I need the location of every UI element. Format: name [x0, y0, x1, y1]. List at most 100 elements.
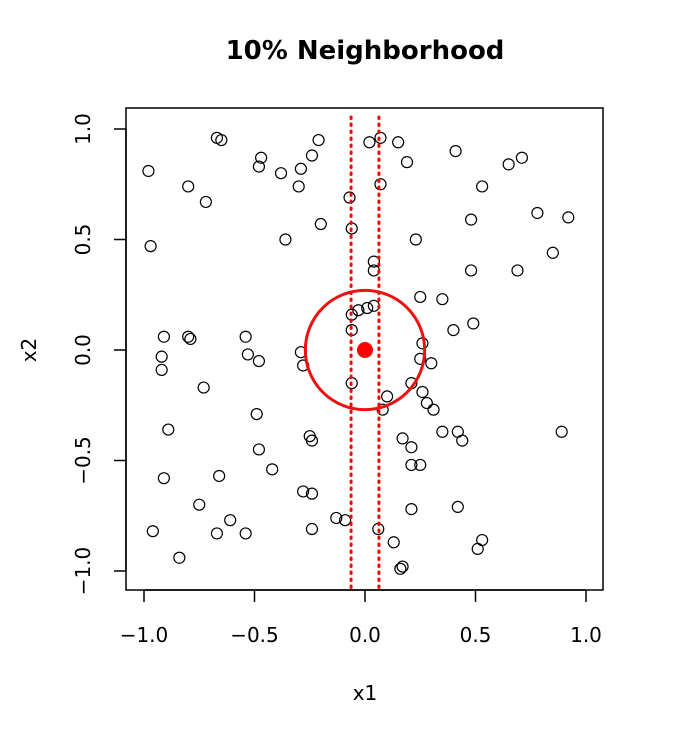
- plot-frame: [125, 107, 604, 591]
- data-point: [274, 167, 288, 180]
- data-point: [392, 136, 405, 149]
- x-tick-label: −1.0: [120, 623, 169, 647]
- neighborhood-overlay: [303, 115, 427, 590]
- data-point: [292, 180, 305, 193]
- data-point: [546, 246, 559, 259]
- y-tick-label: 0.5: [71, 224, 95, 256]
- data-point: [339, 514, 352, 527]
- data-point: [396, 432, 409, 445]
- data-point: [436, 425, 449, 438]
- data-point: [467, 317, 480, 330]
- data-point: [162, 423, 175, 436]
- data-point: [305, 522, 319, 536]
- data-point: [451, 500, 464, 514]
- data-point: [279, 233, 292, 246]
- data-point: [297, 485, 310, 498]
- data-point: [142, 164, 155, 178]
- data-point: [197, 381, 210, 394]
- data-point: [199, 195, 212, 209]
- data-point: [515, 151, 529, 164]
- data-point: [146, 525, 159, 538]
- data-point: [210, 527, 224, 540]
- x-tick-label: −0.5: [230, 623, 279, 647]
- data-point: [330, 511, 343, 525]
- data-point: [414, 352, 427, 365]
- data-point: [294, 162, 308, 175]
- data-point: [405, 458, 418, 472]
- data-point: [352, 304, 365, 317]
- y-tick-label: 0.0: [71, 334, 95, 366]
- data-point: [314, 217, 327, 231]
- data-point: [471, 542, 484, 556]
- data-point: [414, 458, 427, 472]
- data-point: [409, 233, 422, 246]
- target-point: [357, 342, 373, 358]
- data-point: [312, 133, 325, 147]
- data-point: [464, 213, 478, 226]
- data-point: [361, 301, 374, 315]
- data-point: [425, 357, 438, 370]
- y-axis-label: x2: [17, 338, 41, 363]
- data-point: [374, 131, 387, 144]
- data-point: [252, 354, 266, 368]
- data-point: [562, 211, 575, 224]
- data-point: [144, 240, 157, 253]
- chart-title: 10% Neighborhood: [226, 36, 505, 66]
- y-tick-label: −0.5: [71, 436, 95, 485]
- data-point: [436, 293, 449, 306]
- data-point: [363, 136, 376, 149]
- y-tick-label: 1.0: [71, 113, 95, 145]
- data-point: [252, 160, 266, 173]
- data-point: [476, 180, 489, 193]
- y-tick-label: −1.0: [71, 547, 95, 596]
- data-point: [239, 330, 252, 343]
- data-point: [250, 407, 263, 421]
- data-point: [182, 180, 195, 193]
- data-point: [420, 396, 433, 410]
- data-point: [531, 206, 544, 220]
- data-point: [305, 487, 319, 500]
- data-point: [252, 443, 266, 456]
- data-point: [381, 390, 394, 403]
- data-point: [182, 330, 195, 343]
- data-point: [555, 425, 568, 438]
- data-point: [239, 527, 252, 540]
- data-point: [255, 151, 268, 164]
- data-point: [427, 403, 440, 416]
- data-point: [343, 191, 356, 204]
- data-point: [449, 145, 462, 158]
- neighborhood-circle: [303, 288, 427, 412]
- data-point: [215, 133, 228, 147]
- data-point: [396, 560, 409, 573]
- data-point: [213, 469, 226, 483]
- x-tick-label: 0.5: [460, 623, 492, 647]
- data-point: [387, 536, 400, 549]
- data-point: [414, 290, 427, 304]
- x-axis-label: x1: [353, 681, 378, 705]
- data-point: [241, 348, 254, 361]
- data-point: [266, 463, 279, 476]
- data-point: [456, 434, 469, 447]
- data-points: [142, 131, 575, 575]
- data-point: [305, 149, 319, 162]
- data-point: [193, 498, 206, 511]
- data-point: [367, 255, 380, 268]
- data-point: [173, 551, 186, 564]
- data-point: [157, 472, 170, 485]
- data-point: [405, 503, 418, 516]
- data-point: [405, 441, 418, 454]
- data-point: [184, 332, 197, 346]
- data-point: [155, 363, 168, 376]
- data-point: [416, 385, 429, 399]
- x-tick-label: 0.0: [349, 623, 381, 647]
- data-point: [502, 158, 515, 171]
- data-point: [374, 178, 387, 191]
- data-point: [224, 514, 237, 527]
- data-point: [155, 350, 168, 363]
- data-point: [511, 264, 524, 277]
- data-point: [157, 330, 170, 343]
- data-point: [305, 434, 319, 447]
- data-point: [400, 156, 414, 169]
- data-point: [464, 264, 478, 277]
